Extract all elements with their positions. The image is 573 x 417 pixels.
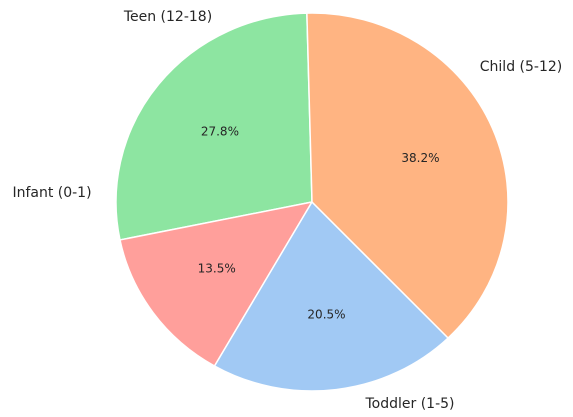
- pie-slice-teen-12-18: [119, 200, 314, 367]
- slice-category-label: Teen (12-18): [123, 9, 212, 25]
- pie-slices: [115, 12, 509, 392]
- category-labels: Child (5-12) Teen (12-18) Infant (0-1) Todd…: [12, 9, 562, 412]
- pie-slice-toddler-1-5: [306, 12, 509, 340]
- slice-percentage-label: 13.5%: [198, 261, 236, 275]
- pie-slice-infant-0-1: [213, 200, 450, 392]
- slice-percentage-label: 20.5%: [307, 308, 345, 322]
- slice-percentage-label: 27.8%: [201, 124, 239, 138]
- slice-percentage-label: 38.2%: [401, 151, 439, 165]
- percentage-labels: 27.8% 13.5% 20.5% 38.2%: [198, 124, 440, 321]
- slice-category-label: Child (5-12): [480, 59, 562, 75]
- pie-slice-child-5-12: [115, 12, 313, 241]
- slice-category-label: Toddler (1-5): [364, 396, 454, 412]
- slice-category-label: Infant (0-1): [12, 185, 91, 201]
